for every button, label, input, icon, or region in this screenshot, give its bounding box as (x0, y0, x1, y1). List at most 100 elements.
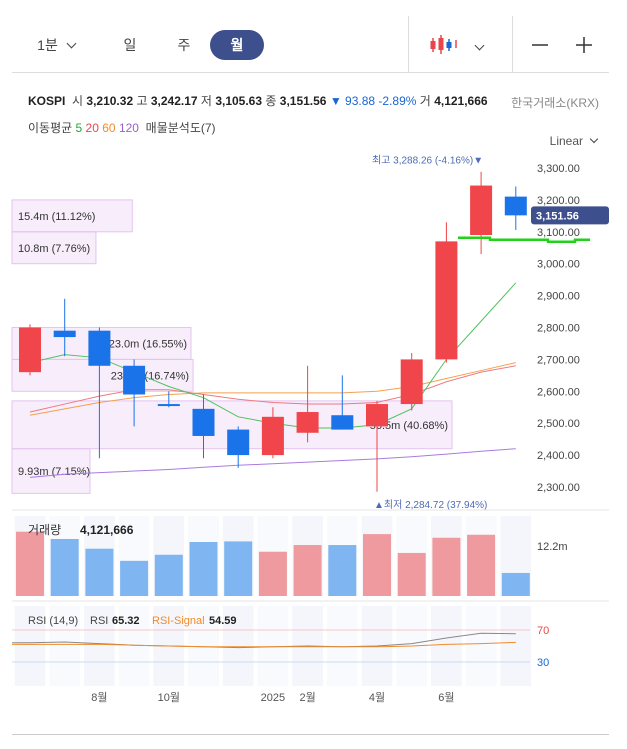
period-month-tab[interactable]: 월 (210, 30, 264, 60)
rsi-label: RSI (90, 615, 108, 627)
chart-type-dropdown[interactable] (424, 30, 494, 60)
volume-panel-label: 거래량 (28, 523, 61, 537)
rsi-stripe (118, 606, 150, 686)
exchange-name: 한국거래소(KRX) (511, 96, 599, 110)
bottom-divider (12, 734, 609, 735)
volume-bar (328, 545, 357, 596)
candle-body (366, 404, 388, 427)
rsi-stripe (465, 606, 497, 686)
low-value: 3,105.63 (215, 94, 263, 108)
ma60-line (29, 362, 516, 416)
scale-label: Linear (549, 134, 583, 148)
candle-body (400, 359, 423, 405)
y-tick-label: 2,300.00 (537, 482, 580, 494)
volume-bar (189, 542, 218, 596)
volume-value: 4,121,666 (434, 94, 488, 108)
change-value: ▼ 93.88 (329, 94, 376, 108)
quote-summary: KOSPI 시 3,210.32 고 3,242.17 저 3,105.63 종… (28, 92, 488, 109)
low-marker-label: ▲최저 2,284.72 (37.94%) (374, 499, 487, 511)
low-label: 저 (200, 94, 212, 108)
indicator-legend[interactable]: 이동평균 5 20 60 120 매물분석도(7) (28, 119, 216, 136)
volume-profile-bar (11, 448, 91, 494)
rsi-signal-label: RSI-Signal (152, 615, 205, 627)
zoom-in-button[interactable] (568, 30, 600, 60)
rsi-params-label: RSI (14,9) (28, 615, 78, 627)
x-axis-label: 10월 (158, 691, 180, 704)
rsi-stripe (431, 606, 462, 686)
volume-axis-label: 12.2m (537, 541, 568, 553)
close-label: 종 (265, 94, 277, 108)
rsi-value: 65.32 (112, 615, 140, 627)
rsi-signal-value: 54.59 (209, 615, 237, 627)
rsi-stripe (14, 606, 46, 686)
y-tick-label: 2,700.00 (537, 354, 580, 366)
candle-body (227, 429, 250, 456)
volume-profile-label: 15.4m (11.12%) (18, 211, 95, 223)
volume-profile-label: 23.2m (16.74%) (111, 370, 189, 382)
candle-body (435, 241, 458, 360)
current-price-line (458, 236, 590, 244)
candle-body (261, 416, 284, 456)
y-tick-label: 2,800.00 (537, 323, 580, 335)
candle-body (123, 365, 146, 395)
last-price-label: 3,151.56 (536, 210, 579, 222)
volume-bar (293, 545, 322, 596)
rsi-stripe (84, 606, 115, 686)
y-tick-label: 3,000.00 (537, 259, 580, 271)
last-price-tag (531, 206, 609, 225)
candle-body (504, 196, 527, 216)
rsi-stripe (222, 606, 254, 686)
ma120-label: 120 (118, 121, 139, 135)
rsi-stripe (257, 606, 289, 686)
zoom-out-button[interactable] (524, 30, 556, 60)
x-axis-label: 2025 (261, 692, 285, 704)
y-tick-label: 3,100.00 (537, 227, 580, 239)
candle-body (53, 330, 76, 338)
open-label: 시 (72, 94, 84, 108)
volume-bar (501, 572, 530, 596)
change-percent: -2.89% (378, 94, 417, 108)
index-name: KOSPI (28, 94, 66, 108)
period-1min-dropdown[interactable]: 1분 (26, 30, 86, 60)
volume-bar (154, 554, 183, 596)
candle-body (19, 327, 41, 373)
candlestick-icon (430, 35, 457, 54)
volume-bar (467, 534, 496, 596)
candle-body (296, 412, 319, 433)
candle-body (88, 330, 111, 366)
y-tick-label: 2,900.00 (537, 291, 580, 303)
volume-bar (16, 531, 44, 596)
volume-bar (258, 551, 287, 596)
volume-profile-label: 56.5m (40.68%) (370, 420, 448, 432)
y-tick-label: 3,300.00 (537, 163, 580, 175)
high-value: 3,242.17 (150, 94, 198, 108)
ma5-label: 5 (75, 121, 83, 135)
rsi-stripe (326, 606, 358, 686)
volume-bar (363, 534, 391, 596)
ma20-line (29, 365, 516, 413)
rsi-stripe (49, 606, 81, 686)
rsi-level-30-label: 30 (537, 657, 549, 669)
x-axis-label: 8월 (91, 691, 107, 704)
close-value: 3,151.56 (279, 94, 327, 108)
volume-bar (50, 538, 79, 596)
period-day-tab[interactable]: 일 (123, 37, 137, 53)
period-week-tab[interactable]: 주 (177, 37, 191, 53)
volume-profile-bar (11, 199, 133, 233)
volume-profile-label: 10.8m (7.76%) (18, 243, 90, 255)
ma20-label: 20 (85, 121, 99, 135)
ma-label: 이동평균 (28, 121, 73, 135)
toolbar-divider (408, 16, 409, 72)
rsi-stripe (188, 606, 219, 686)
volume-profile-label: 9.93m (7.15%) (18, 466, 90, 478)
scale-dropdown[interactable]: Linear (549, 134, 599, 148)
rsi-signal-line (12, 641, 516, 648)
y-tick-label: 2,500.00 (537, 418, 580, 430)
volume-profile-label: 23.0m (16.55%) (109, 338, 187, 350)
x-axis-label: 4월 (369, 691, 385, 704)
volume-profile-bar (11, 231, 97, 265)
volume-bar (85, 548, 114, 596)
rsi-stripe (500, 606, 532, 686)
candle-body (192, 408, 215, 436)
